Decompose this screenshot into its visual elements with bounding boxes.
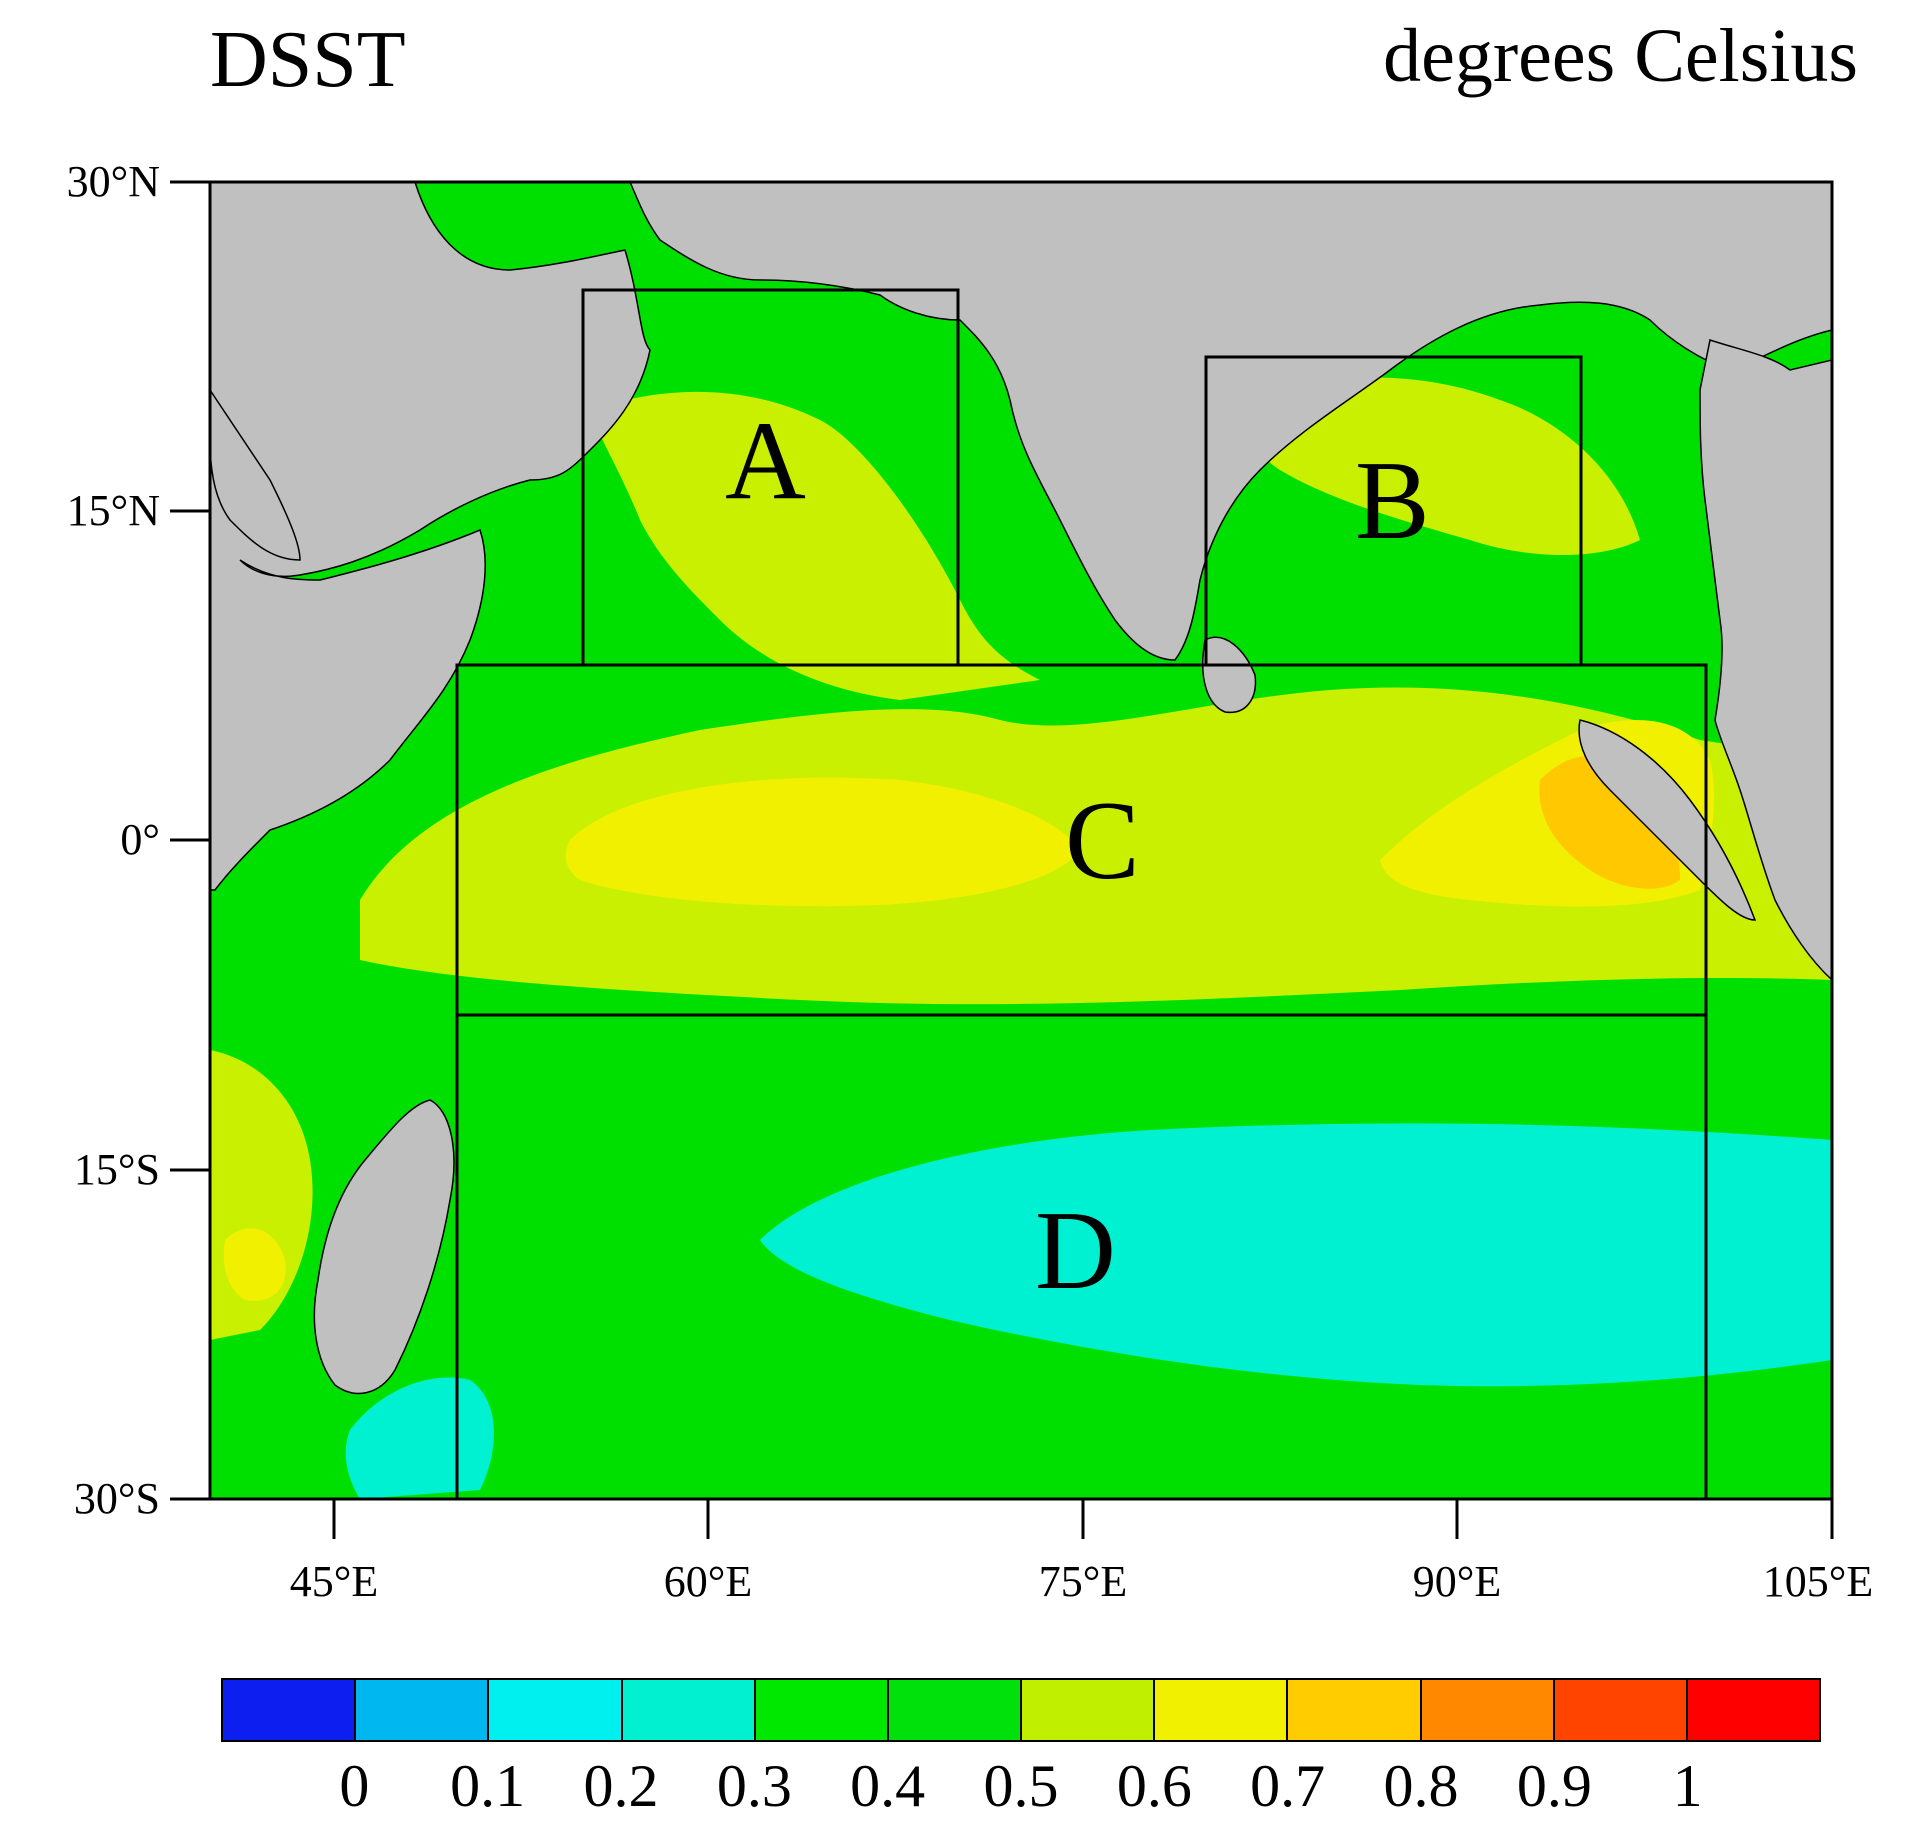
colorbar-label: 0 bbox=[339, 1753, 370, 1819]
colorbar-cell bbox=[1554, 1680, 1688, 1740]
colorbar-cell bbox=[356, 1680, 490, 1740]
y-tick-label: 30°N bbox=[66, 157, 160, 206]
land-india bbox=[629, 182, 1832, 661]
colorbar-cell bbox=[1288, 1680, 1422, 1740]
sst-contour-warm-bengal bbox=[1240, 377, 1640, 555]
colorbar-label: 0.5 bbox=[983, 1753, 1059, 1819]
colorbar bbox=[221, 1678, 1821, 1742]
sst-contour-warmer-mozambique bbox=[223, 1228, 286, 1301]
land-arabia-africa bbox=[210, 182, 651, 891]
colorbar-label: 0.8 bbox=[1383, 1753, 1459, 1819]
sst-contour-warm-arabian bbox=[590, 391, 1040, 700]
sst-contour-warm bbox=[360, 687, 1832, 1005]
y-tick-label: 15°N bbox=[66, 486, 160, 535]
colorbar-label: 0.7 bbox=[1250, 1753, 1326, 1819]
map-title: DSST bbox=[210, 16, 406, 104]
region-label-b: B bbox=[1355, 439, 1430, 563]
y-tick-label: 30°S bbox=[73, 1474, 160, 1523]
land-madagascar bbox=[313, 1099, 455, 1395]
colorbar-label: 0.9 bbox=[1516, 1753, 1592, 1819]
colorbar-label: 0.6 bbox=[1116, 1753, 1192, 1819]
colorbar-cell bbox=[489, 1680, 623, 1740]
colorbar-label: 1 bbox=[1672, 1753, 1703, 1819]
colorbar-cell bbox=[223, 1680, 357, 1740]
x-tick-label: 105°E bbox=[1762, 1557, 1874, 1606]
colorbar-label: 0.1 bbox=[450, 1753, 526, 1819]
region-label-a: A bbox=[725, 399, 806, 523]
region-label-d: D bbox=[1035, 1189, 1116, 1313]
colorbar-label: 0.4 bbox=[850, 1753, 926, 1819]
x-axis-ticks bbox=[332, 1499, 1834, 1539]
y-axis-ticks bbox=[170, 180, 210, 1501]
colorbar-cell bbox=[1155, 1680, 1289, 1740]
x-tick-label: 60°E bbox=[663, 1557, 753, 1606]
colorbar-cell bbox=[755, 1680, 889, 1740]
x-tick-label: 75°E bbox=[1038, 1557, 1128, 1606]
land-sri-lanka bbox=[1202, 636, 1257, 714]
region-label-c: C bbox=[1065, 779, 1140, 903]
colorbar-cell bbox=[1022, 1680, 1156, 1740]
land-red-sea-gap bbox=[210, 388, 301, 561]
units-label: degrees Celsius bbox=[1383, 14, 1858, 98]
x-tick-label: 90°E bbox=[1412, 1557, 1502, 1606]
colorbar-cell bbox=[1421, 1680, 1555, 1740]
colorbar-cell bbox=[888, 1680, 1023, 1740]
y-tick-label: 0° bbox=[120, 815, 160, 864]
land-sumatra bbox=[1578, 719, 1757, 921]
sst-contour-warmer-west bbox=[565, 777, 1080, 907]
colorbar-label: 0.2 bbox=[583, 1753, 659, 1819]
x-tick-label: 45°E bbox=[289, 1557, 379, 1606]
colorbar-label: 0.3 bbox=[716, 1753, 792, 1819]
y-tick-label: 15°S bbox=[73, 1145, 160, 1194]
colorbar-cell bbox=[622, 1680, 756, 1740]
sst-contour-cool bbox=[760, 1123, 1832, 1387]
colorbar-cell bbox=[1687, 1680, 1820, 1740]
